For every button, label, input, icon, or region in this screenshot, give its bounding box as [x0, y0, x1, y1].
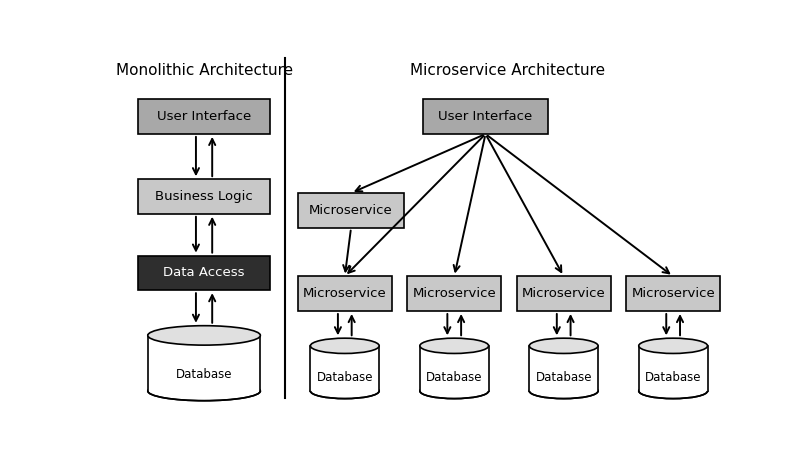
Ellipse shape — [420, 338, 488, 354]
FancyBboxPatch shape — [139, 179, 270, 214]
Ellipse shape — [420, 383, 488, 399]
FancyBboxPatch shape — [298, 276, 391, 311]
Bar — [420, 346, 489, 391]
FancyBboxPatch shape — [626, 276, 720, 311]
Bar — [148, 336, 261, 391]
Text: Business Logic: Business Logic — [155, 190, 253, 203]
Ellipse shape — [311, 383, 379, 399]
Text: Database: Database — [535, 371, 592, 384]
Text: Database: Database — [645, 371, 701, 384]
FancyBboxPatch shape — [516, 276, 611, 311]
Text: Database: Database — [426, 371, 483, 384]
Ellipse shape — [529, 383, 598, 399]
Text: Monolithic Architecture: Monolithic Architecture — [115, 63, 293, 78]
Bar — [420, 346, 489, 391]
Bar — [529, 346, 598, 391]
Ellipse shape — [529, 338, 598, 354]
FancyBboxPatch shape — [139, 99, 270, 134]
Bar — [148, 336, 261, 391]
Text: Microservice: Microservice — [631, 287, 715, 300]
Text: Database: Database — [176, 368, 232, 381]
Text: Microservice: Microservice — [303, 287, 387, 300]
Ellipse shape — [639, 338, 708, 354]
Bar — [311, 346, 379, 391]
Text: User Interface: User Interface — [438, 110, 533, 123]
FancyBboxPatch shape — [298, 193, 404, 228]
Ellipse shape — [148, 381, 261, 400]
Bar — [311, 346, 379, 391]
Ellipse shape — [639, 383, 708, 399]
Bar — [639, 346, 708, 391]
Text: Microservice: Microservice — [522, 287, 605, 300]
Text: User Interface: User Interface — [157, 110, 251, 123]
Text: Database: Database — [316, 371, 373, 384]
Bar — [529, 346, 598, 391]
FancyBboxPatch shape — [139, 256, 270, 290]
Text: Microservice: Microservice — [309, 204, 393, 217]
Bar — [639, 346, 708, 391]
Ellipse shape — [148, 326, 261, 345]
Text: Microservice: Microservice — [412, 287, 496, 300]
Text: Microservice Architecture: Microservice Architecture — [410, 63, 605, 78]
FancyBboxPatch shape — [408, 276, 501, 311]
FancyBboxPatch shape — [423, 99, 548, 134]
Text: Data Access: Data Access — [163, 267, 245, 280]
Ellipse shape — [311, 338, 379, 354]
